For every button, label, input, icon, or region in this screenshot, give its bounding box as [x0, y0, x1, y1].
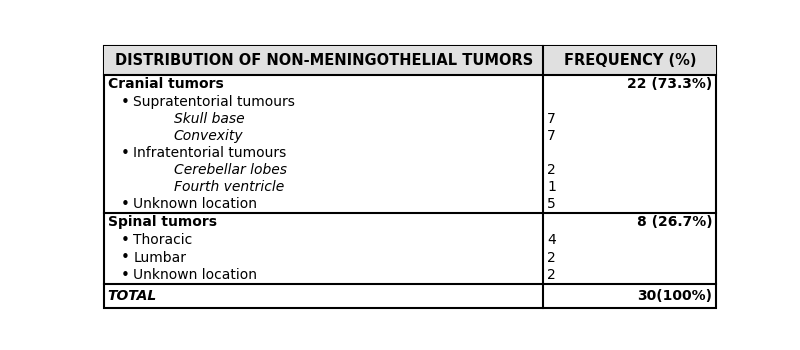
Text: •: • — [121, 146, 130, 161]
Text: 2: 2 — [547, 268, 556, 282]
Text: •: • — [121, 233, 130, 248]
Text: 4: 4 — [547, 233, 556, 247]
Text: 30(100%): 30(100%) — [638, 289, 712, 303]
Text: Unknown location: Unknown location — [134, 197, 258, 211]
Text: Skull base: Skull base — [174, 112, 244, 126]
Text: Cerebellar lobes: Cerebellar lobes — [174, 163, 286, 177]
Text: 5: 5 — [547, 197, 556, 211]
Text: FREQUENCY (%): FREQUENCY (%) — [563, 53, 696, 68]
Text: •: • — [121, 94, 130, 110]
Text: DISTRIBUTION OF NON-MENINGOTHELIAL TUMORS: DISTRIBUTION OF NON-MENINGOTHELIAL TUMOR… — [114, 53, 533, 68]
Text: Cranial tumors: Cranial tumors — [108, 77, 223, 91]
Text: 8 (26.7%): 8 (26.7%) — [637, 215, 712, 229]
Text: 7: 7 — [547, 129, 556, 143]
Text: 2: 2 — [547, 251, 556, 265]
Text: Supratentorial tumours: Supratentorial tumours — [134, 95, 295, 109]
Text: Fourth ventricle: Fourth ventricle — [174, 180, 284, 194]
Text: Thoracic: Thoracic — [134, 233, 193, 247]
Text: •: • — [121, 268, 130, 283]
Text: 7: 7 — [547, 112, 556, 126]
Text: Convexity: Convexity — [174, 129, 243, 143]
Text: •: • — [121, 250, 130, 265]
Text: Spinal tumors: Spinal tumors — [108, 215, 217, 229]
Text: 1: 1 — [547, 180, 556, 194]
Bar — [104, 46, 716, 75]
Text: Lumbar: Lumbar — [134, 251, 186, 265]
Text: Infratentorial tumours: Infratentorial tumours — [134, 146, 286, 160]
Text: •: • — [121, 197, 130, 212]
Text: 2: 2 — [547, 163, 556, 177]
Text: Unknown location: Unknown location — [134, 268, 258, 282]
Text: TOTAL: TOTAL — [108, 289, 157, 303]
Text: 22 (73.3%): 22 (73.3%) — [627, 77, 712, 91]
